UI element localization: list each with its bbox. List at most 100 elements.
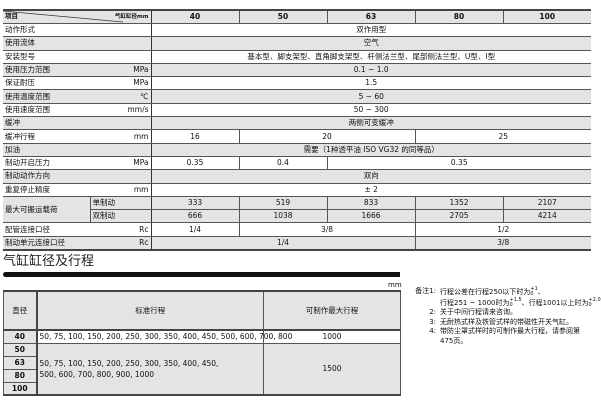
notes: 备注1: 行程公差在行程250以下时为 +1 0、行程251 ~ 1000时为 +1.5…: [410, 286, 601, 346]
unit: mm/s: [90, 103, 152, 118]
title-divider: [3, 272, 400, 277]
specifications-table: 项目 气缸缸径mm 40 50 63 80 100 动作形式 双作用型 使用流体 空气 安装型…: [3, 9, 591, 251]
unit: ℃: [90, 89, 152, 104]
row-load-single: 最大可搬运载荷 单制动 333 519 833 1352 2107: [3, 196, 591, 224]
bore: 40: [3, 329, 38, 344]
tol-up: +1.5: [509, 296, 522, 303]
header-max-stroke: 可制作最大行程: [263, 290, 401, 331]
text: 行程251 ~ 1000时为: [440, 298, 510, 307]
note-key: 3:: [429, 317, 436, 326]
text: 、行程1001以上时为: [521, 298, 589, 307]
label: 使用流体: [3, 36, 152, 51]
max-stroke: 1500: [263, 342, 401, 396]
col-80: 80: [414, 9, 503, 24]
strokes: 50, 75, 100, 150, 200, 250, 300, 350, 40…: [36, 342, 264, 396]
row-action: 动作形式 双作用型: [3, 23, 591, 38]
row-brake-dir: 制动动作方向 双向: [3, 169, 591, 184]
row-cushion: 缓冲 两侧可变缓冲: [3, 116, 591, 131]
value: 双作用型: [150, 23, 591, 38]
header-row: 直径 标准行程 可制作最大行程: [3, 290, 401, 331]
value: 4214: [502, 209, 591, 224]
note-key: 备注1:: [415, 287, 436, 295]
value: 两侧可变缓冲: [150, 116, 591, 131]
label: 使用压力范围: [3, 63, 90, 78]
value: 2705: [414, 209, 503, 224]
label: 制动开启压力: [3, 156, 90, 171]
value: 50 ~ 300: [150, 103, 591, 118]
text: 行程公差在行程250以下时为: [440, 288, 531, 296]
label: 制动动作方向: [3, 169, 152, 184]
note-4: 4: 带防尘罩式样时的可制作最大行程，请参阅第475页。: [410, 327, 601, 346]
note-text: 行程公差在行程250以下时为 +1 0、行程251 ~ 1000时为 +1.5 0 、行程…: [440, 286, 601, 308]
tol-down: 0: [509, 301, 513, 308]
tolerance: +1.5 0: [509, 296, 522, 308]
row-pressure: 使用压力范围 MPa 0.1 ~ 1.0: [3, 63, 591, 78]
value: 0.1 ~ 1.0: [150, 63, 591, 78]
value: 0.4: [238, 156, 327, 171]
header-corner: 项目 气缸缸径mm: [3, 9, 152, 24]
label: 使用速度范围: [3, 103, 90, 118]
unit: MPa: [90, 76, 152, 91]
row-proof: 保证耐压 MPa 1.5: [3, 76, 591, 91]
value: 333: [150, 196, 239, 211]
label: 最大可搬运载荷: [3, 196, 90, 224]
sub-label: 双制动: [89, 209, 152, 224]
col-63: 63: [326, 9, 415, 24]
note-2: 2: 关于中间行程请来咨询。: [410, 308, 601, 318]
header-row: 项目 气缸缸径mm 40 50 63 80 100: [3, 9, 591, 24]
value: 20: [238, 129, 415, 144]
note-1: 备注1: 行程公差在行程250以下时为 +1 0、行程251 ~ 1000时为 +1.5…: [410, 286, 601, 308]
value: 25: [414, 129, 591, 144]
strokes-line: 500, 600, 700, 800, 900, 1000: [39, 369, 155, 379]
label: 加油: [3, 143, 152, 157]
value: 空气: [150, 36, 591, 51]
strokes-line: 50, 75, 100, 150, 200, 250, 300, 350, 40…: [39, 358, 219, 368]
header-standard-stroke: 标准行程: [36, 290, 264, 331]
unit: Rc: [90, 222, 152, 237]
unit: MPa: [90, 63, 152, 78]
note-text: 关于中间行程请来咨询。: [440, 308, 517, 316]
row-lube: 加油 需要（1种透平油 ISO VG32 的同等品）: [3, 143, 591, 157]
tol-down: 0: [530, 291, 534, 297]
value: 16: [150, 129, 239, 144]
value: 0.35: [150, 156, 239, 171]
row-brake-port: 制动单元连接口径 Rc 1/4 3/8: [3, 236, 591, 251]
value: 2107: [502, 196, 591, 211]
note-key: 4:: [429, 327, 436, 335]
note-text: 带防尘罩式样时的可制作最大行程，请参阅第475页。: [440, 327, 580, 345]
label: 缓冲行程: [3, 129, 90, 144]
value: 3/8: [238, 222, 415, 237]
row-50: 50 50, 75, 100, 150, 200, 250, 300, 350, …: [3, 342, 401, 396]
unit-label: mm: [388, 281, 402, 289]
col-40: 40: [150, 9, 239, 24]
bore: 80: [3, 368, 38, 383]
value: 1/4: [150, 236, 415, 251]
label: 制动单元连接口径: [3, 236, 90, 251]
bore: 100: [3, 381, 38, 396]
value: 1038: [238, 209, 327, 224]
tol-up: +1: [530, 286, 538, 292]
label: 动作形式: [3, 23, 152, 38]
row-brake-pressure: 制动开启压力 MPa 0.35 0.4 0.35: [3, 156, 591, 171]
unit: mm: [90, 129, 152, 144]
bore: 50: [3, 342, 38, 357]
note-3: 3: 无耐热式样及铁管式样的带磁性开关气缸。: [410, 318, 601, 328]
row-repeat: 重复停止精度 mm ± 2: [3, 183, 591, 197]
section-title: 气缸缸径及行程: [3, 254, 95, 269]
row-load-double: 双制动 666 1038 1666 2705 4214: [3, 209, 591, 224]
unit: MPa: [90, 156, 152, 171]
value: 833: [326, 196, 415, 211]
value: 5 ~ 60: [150, 89, 591, 104]
row-speed: 使用速度范围 mm/s 50 ~ 300: [3, 103, 591, 118]
row-cushion-stroke: 缓冲行程 mm 16 20 25: [3, 129, 591, 144]
label: 安装型号: [3, 50, 152, 64]
header-bore: 直径: [3, 290, 38, 331]
value: 需要（1种透平油 ISO VG32 的同等品）: [150, 143, 591, 157]
item-label: 项目: [5, 12, 18, 20]
label: 使用温度范围: [3, 89, 90, 104]
value: 0.35: [326, 156, 591, 171]
row-fluid: 使用流体 空气: [3, 36, 591, 51]
tol-down: 0: [588, 301, 592, 308]
label: 保证耐压: [3, 76, 90, 91]
label: 重复停止精度: [3, 183, 90, 197]
